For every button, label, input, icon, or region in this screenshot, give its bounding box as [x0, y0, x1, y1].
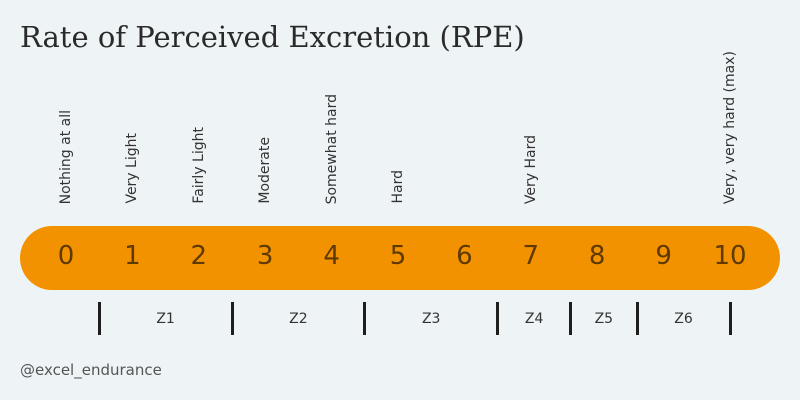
zone-label-z3: Z3: [421, 311, 441, 327]
page-title: Rate of Perceived Excretion (RPE): [20, 20, 525, 54]
scale-number-4: 4: [323, 241, 340, 271]
descriptor-label: Hard: [390, 170, 406, 204]
scale-number-6: 6: [456, 241, 473, 271]
descriptor-label: Nothing at all: [58, 109, 74, 204]
scale-number-8: 8: [588, 241, 606, 271]
scale-number-5: 5: [389, 241, 407, 271]
scale-number-2: 2: [190, 241, 208, 271]
social-handle: @excel_endurance: [20, 361, 162, 379]
zone-label-z6: Z6: [674, 311, 693, 327]
zone-separator: [728, 302, 732, 335]
rpe-scale-bar: [20, 226, 780, 290]
descriptor-label: Somewhat hard: [323, 93, 340, 204]
zone-separator: [635, 302, 639, 335]
scale-number-9: 9: [655, 241, 672, 271]
zone-label-z1: Z1: [156, 311, 175, 327]
zone-separator: [363, 302, 367, 335]
zone-label-z4: Z4: [524, 311, 544, 327]
zone-separator: [230, 302, 234, 335]
zone-separator: [97, 302, 101, 335]
scale-number-1: 1: [124, 241, 141, 271]
scale-number-0: 0: [57, 241, 75, 271]
zone-separator: [496, 302, 500, 335]
descriptor-label: Fairly Light: [190, 127, 207, 204]
descriptor-label: Very Light: [124, 133, 141, 204]
zone-label-z2: Z2: [289, 311, 308, 327]
zone-separator: [569, 302, 573, 335]
zone-label-z5: Z5: [594, 311, 614, 327]
scale-number-7: 7: [522, 241, 540, 271]
descriptor-label: Moderate: [257, 137, 274, 204]
scale-number-10: 10: [713, 241, 747, 271]
descriptor-label: Very, very hard (max): [722, 50, 738, 204]
scale-number-3: 3: [256, 241, 274, 271]
descriptor-label: Very Hard: [522, 134, 539, 204]
